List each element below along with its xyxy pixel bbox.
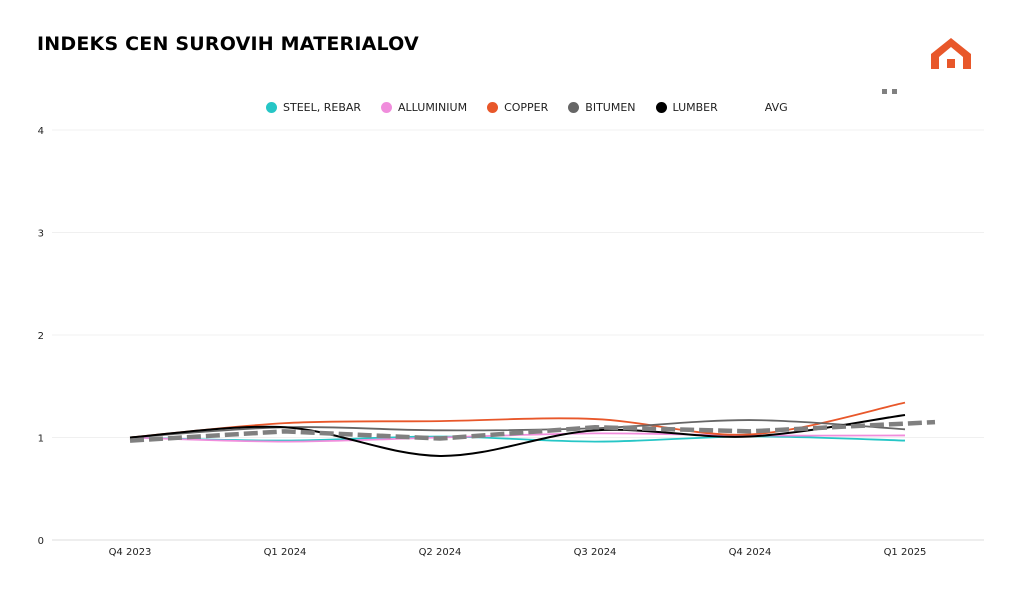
x-tick-label: Q2 2024 xyxy=(419,547,462,558)
legend-label: ALLUMINIUM xyxy=(398,101,468,114)
legend-label: LUMBER xyxy=(672,101,718,114)
x-tick-label: Q1 2025 xyxy=(884,547,927,558)
legend-label: AVG xyxy=(764,101,788,114)
y-tick-label: 4 xyxy=(38,126,44,137)
legend-item[interactable]: AVG xyxy=(738,101,788,114)
chart-title: INDEKS CEN SUROVIH MATERIALOV xyxy=(37,33,419,55)
legend-item[interactable]: BITUMEN xyxy=(568,101,636,114)
legend-label: BITUMEN xyxy=(585,101,636,114)
series-line-copper xyxy=(129,401,906,439)
house-icon xyxy=(931,38,971,69)
legend-marker xyxy=(381,102,393,113)
x-tick-label: Q4 2024 xyxy=(729,547,772,558)
legend-marker xyxy=(655,102,667,113)
x-tick-label: Q1 2024 xyxy=(264,547,307,558)
series-line-bitumen xyxy=(129,419,906,439)
legend-label: COPPER xyxy=(504,101,549,114)
avg-legend-marker xyxy=(882,89,887,94)
x-tick-label: Q3 2024 xyxy=(574,547,617,558)
legend-marker xyxy=(487,102,499,113)
series-line-lumber xyxy=(129,413,906,457)
legend-item[interactable]: STEEL, REBAR xyxy=(266,101,361,114)
legend-item[interactable]: COPPER xyxy=(487,101,548,114)
series-line-alluminium xyxy=(129,432,906,443)
y-tick-label: 2 xyxy=(38,331,44,342)
legend-label: STEEL, REBAR xyxy=(283,101,362,114)
series-line-avg xyxy=(129,419,936,443)
y-tick-label: 1 xyxy=(38,434,44,445)
y-tick-label: 3 xyxy=(38,229,44,240)
series-line-steel-rebar xyxy=(129,435,906,443)
legend-marker xyxy=(266,102,277,113)
legend-item[interactable]: LUMBER xyxy=(655,101,718,114)
legend-marker xyxy=(748,102,759,113)
legend: STEEL, REBAR ALLUMINIUM COPPER BITUMEN LUMBE… xyxy=(266,101,808,114)
legend-item[interactable]: ALLUMINIUM xyxy=(381,101,467,114)
legend-marker xyxy=(568,102,580,113)
x-tick-label: Q4 2023 xyxy=(109,547,152,558)
y-tick-label: 0 xyxy=(38,536,44,547)
avg-legend-marker xyxy=(892,89,897,94)
